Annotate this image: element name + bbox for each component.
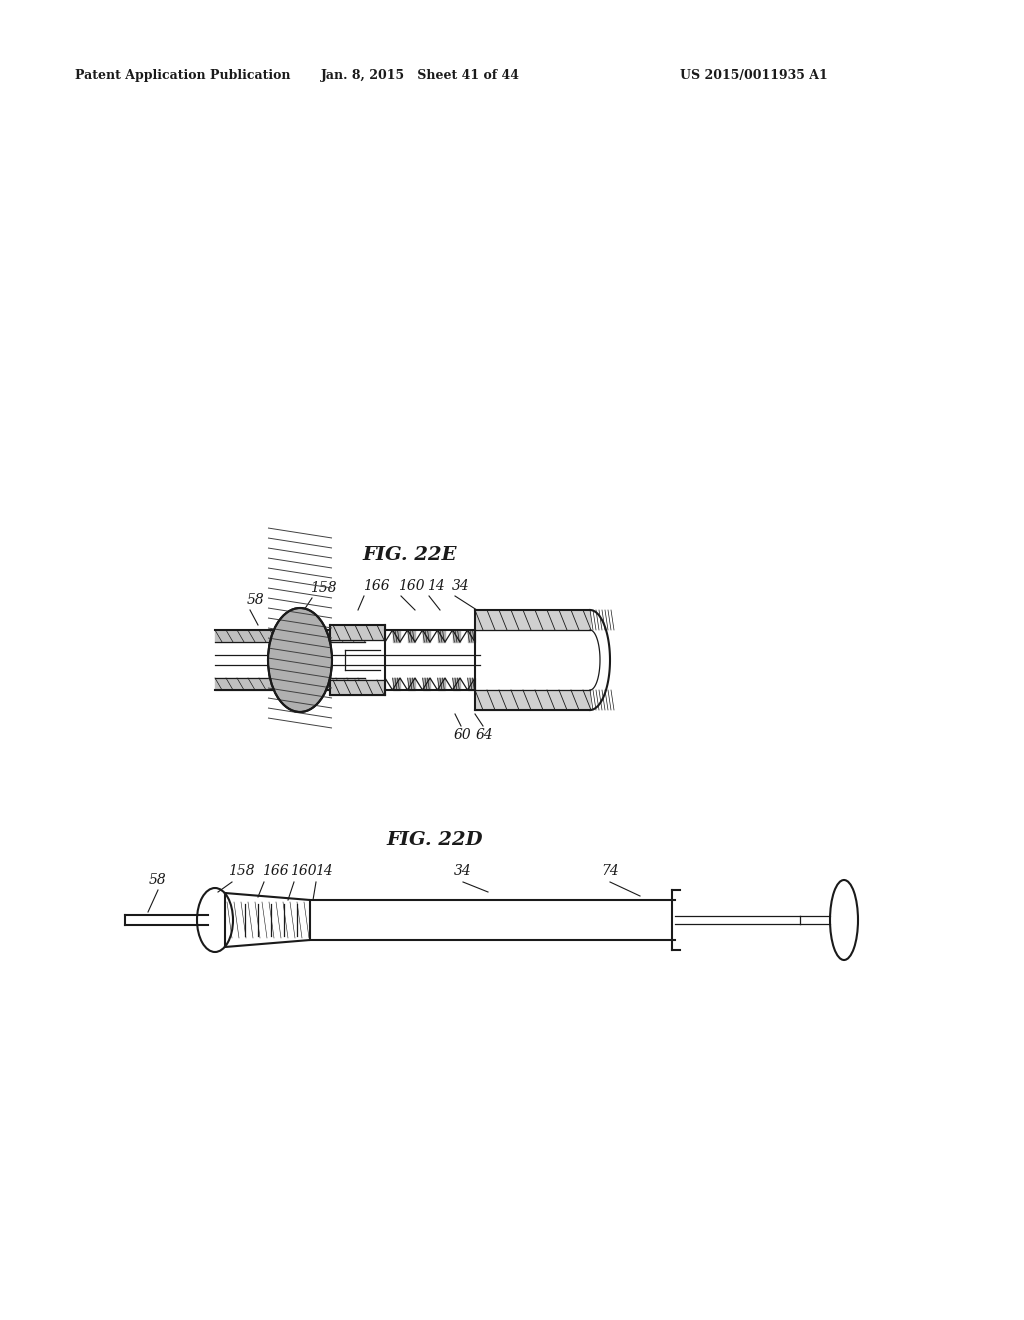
Text: US 2015/0011935 A1: US 2015/0011935 A1 bbox=[680, 69, 827, 82]
Text: 166: 166 bbox=[262, 865, 289, 878]
Text: 160: 160 bbox=[398, 579, 425, 593]
Text: 158: 158 bbox=[228, 865, 255, 878]
Text: 74: 74 bbox=[601, 865, 618, 878]
Text: 166: 166 bbox=[362, 579, 389, 593]
Text: 34: 34 bbox=[452, 579, 470, 593]
Text: 34: 34 bbox=[454, 865, 472, 878]
Text: Jan. 8, 2015   Sheet 41 of 44: Jan. 8, 2015 Sheet 41 of 44 bbox=[321, 69, 519, 82]
Text: 60: 60 bbox=[454, 729, 471, 742]
Text: FIG. 22D: FIG. 22D bbox=[387, 832, 483, 849]
Text: 160: 160 bbox=[290, 865, 316, 878]
Text: 64: 64 bbox=[475, 729, 493, 742]
Text: 14: 14 bbox=[427, 579, 444, 593]
Text: 14: 14 bbox=[315, 865, 333, 878]
Text: Patent Application Publication: Patent Application Publication bbox=[75, 69, 291, 82]
Text: FIG. 22E: FIG. 22E bbox=[362, 546, 458, 564]
Text: 158: 158 bbox=[310, 581, 337, 595]
Text: 58: 58 bbox=[247, 593, 265, 607]
Text: 58: 58 bbox=[150, 873, 167, 887]
Ellipse shape bbox=[268, 609, 332, 711]
